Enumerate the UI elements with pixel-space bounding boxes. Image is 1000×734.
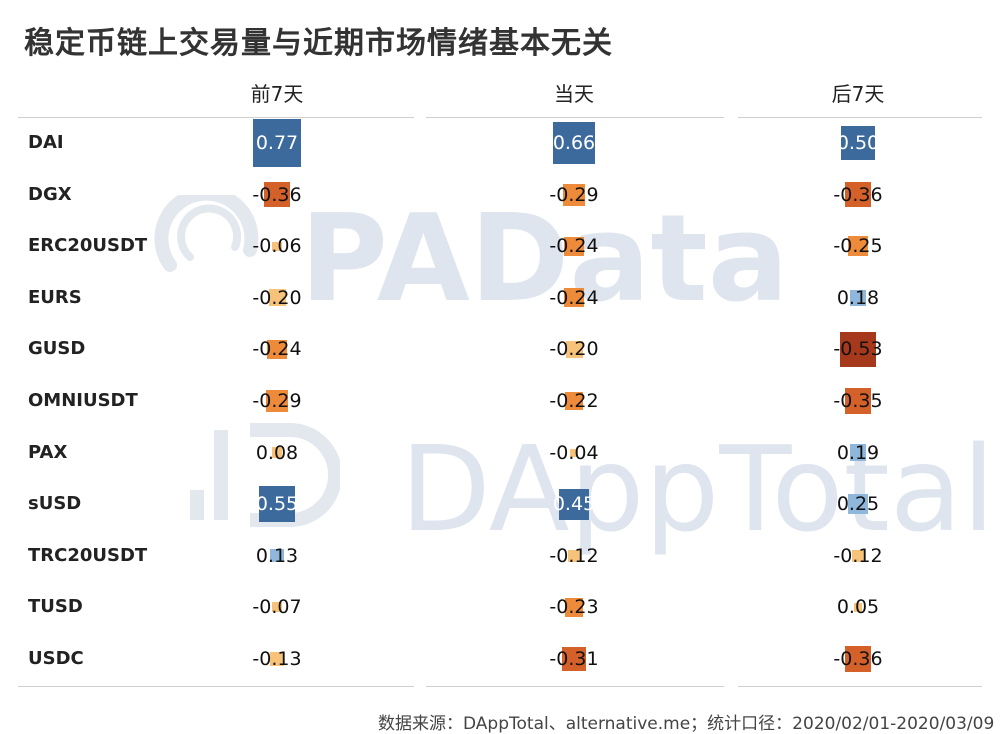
heatmap-cell-trc20usdt-2 — [851, 549, 865, 563]
row-label-dgx: DGX — [28, 183, 72, 205]
chart-title: 稳定币链上交易量与近期市场情绪基本无关 — [24, 26, 613, 61]
row-label-pax: PAX — [28, 441, 68, 463]
heatmap-value-pax-2: 0.19 — [836, 441, 880, 464]
heatmap-cell-usdc-0 — [270, 652, 284, 666]
row-label-dai: DAI — [28, 132, 64, 153]
row-label-tusd: TUSD — [28, 596, 83, 618]
heatmap-value-tusd-2: 0.05 — [836, 596, 880, 619]
heatmap-value-erc20usdt-1: -0.24 — [549, 235, 599, 258]
header-divider-3 — [738, 117, 982, 118]
heatmap-value-dgx-2: -0.36 — [833, 183, 883, 206]
heatmap-value-trc20usdt-1: -0.12 — [549, 544, 599, 567]
heatmap-value-pax-0: 0.08 — [255, 441, 299, 464]
row-label-trc20usdt: TRC20USDT — [28, 544, 148, 566]
heatmap-value-omniusdt-0: -0.29 — [252, 390, 302, 412]
heatmap-value-dgx-0: -0.36 — [252, 183, 302, 206]
heatmap-cell-gusd-1 — [565, 340, 583, 358]
row-label-eurs: EURS — [28, 286, 82, 308]
heatmap-value-susd-2: 0.25 — [836, 493, 880, 516]
heatmap-cell-susd-0 — [258, 486, 296, 523]
heatmap-value-omniusdt-2: -0.35 — [833, 390, 883, 412]
heatmap-value-erc20usdt-0: -0.06 — [252, 235, 302, 258]
heatmap-cell-erc20usdt-2 — [848, 236, 868, 257]
bottom-divider-2 — [426, 686, 724, 687]
heatmap-value-tusd-0: -0.07 — [252, 596, 302, 619]
heatmap-cell-pax-0 — [271, 447, 283, 458]
heatmap-value-dai-0: 0.77 — [255, 132, 299, 154]
heatmap-cell-dgx-2 — [845, 181, 871, 208]
heatmap-value-gusd-2: -0.53 — [833, 338, 883, 361]
column-header-after7: 后7天 — [831, 82, 885, 106]
heatmap-value-usdc-1: -0.31 — [549, 648, 599, 670]
heatmap-value-susd-0: 0.55 — [255, 493, 299, 516]
heatmap-cell-dgx-0 — [264, 181, 290, 208]
heatmap-cell-trc20usdt-0 — [270, 549, 284, 563]
dapptotal-logo-icon — [190, 423, 340, 527]
heatmap-value-usdc-2: -0.36 — [833, 648, 883, 670]
heatmap-cell-pax-2 — [849, 444, 867, 461]
padata-logo-icon — [154, 195, 259, 272]
watermark-dapptotal: DAppTotal — [400, 420, 995, 558]
heatmap-value-omniusdt-1: -0.22 — [549, 390, 599, 412]
heatmap-cell-eurs-1 — [564, 288, 584, 308]
row-label-susd: sUSD — [28, 493, 82, 515]
bottom-divider-1 — [18, 686, 414, 687]
heatmap-cell-eurs-2 — [850, 289, 866, 306]
watermark-padata: PAData — [300, 190, 789, 329]
bottom-divider-3 — [738, 686, 982, 687]
heatmap-value-tusd-1: -0.23 — [549, 596, 599, 619]
row-label-erc20usdt: ERC20USDT — [28, 235, 148, 257]
heatmap-cell-erc20usdt-0 — [272, 241, 282, 251]
heatmap-cell-omniusdt-0 — [266, 390, 288, 412]
heatmap-cell-eurs-0 — [268, 289, 286, 307]
row-label-gusd: GUSD — [28, 338, 86, 360]
heatmap-cell-tusd-2 — [853, 603, 863, 612]
heatmap-cell-omniusdt-1 — [564, 391, 584, 411]
heatmap-cell-susd-1 — [558, 488, 590, 520]
heatmap-value-gusd-1: -0.20 — [549, 338, 599, 361]
heatmap-value-erc20usdt-2: -0.25 — [833, 235, 883, 258]
heatmap-cell-pax-1 — [569, 448, 579, 457]
heatmap-value-usdc-0: -0.13 — [252, 648, 302, 670]
heatmap-value-eurs-1: -0.24 — [549, 286, 599, 309]
heatmap-cell-gusd-0 — [267, 339, 287, 359]
heatmap-cell-usdc-1 — [562, 647, 586, 671]
heatmap-cell-trc20usdt-1 — [567, 549, 581, 563]
column-header-before7: 前7天 — [250, 82, 304, 106]
heatmap-cell-gusd-2 — [840, 331, 876, 367]
heatmap-cell-dgx-1 — [563, 183, 585, 206]
heatmap-value-dgx-1: -0.29 — [549, 183, 599, 206]
heatmap-cell-susd-2 — [848, 494, 868, 515]
heatmap-value-eurs-0: -0.20 — [252, 286, 302, 309]
heatmap-cell-erc20usdt-1 — [564, 236, 584, 256]
source-note: 数据来源：DAppTotal、alternative.me；统计口径：2020/… — [378, 714, 995, 734]
heatmap-value-susd-1: 0.45 — [552, 493, 596, 516]
heatmap-cell-dai-0 — [253, 119, 301, 167]
heatmap-cell-dai-2 — [841, 126, 875, 160]
heatmap-value-dai-1: 0.66 — [552, 132, 596, 154]
heatmap-value-pax-1: -0.04 — [549, 441, 599, 464]
heatmap-value-trc20usdt-0: 0.13 — [255, 544, 299, 567]
row-label-omniusdt: OMNIUSDT — [28, 390, 138, 411]
column-header-sameday: 当天 — [554, 82, 594, 106]
heatmap-value-gusd-0: -0.24 — [252, 338, 302, 361]
heatmap-value-dai-2: 0.50 — [836, 132, 880, 154]
row-label-usdc: USDC — [28, 648, 84, 669]
heatmap-cell-dai-1 — [552, 121, 596, 165]
header-divider-2 — [426, 117, 724, 118]
heatmap-cell-omniusdt-2 — [845, 388, 871, 414]
heatmap-cell-tusd-1 — [564, 598, 584, 617]
heatmap-value-trc20usdt-2: -0.12 — [833, 544, 883, 567]
header-divider-1 — [18, 117, 414, 118]
heatmap-value-eurs-2: 0.18 — [836, 286, 880, 309]
heatmap-cell-usdc-2 — [845, 646, 871, 672]
heatmap-cell-tusd-0 — [272, 602, 282, 613]
